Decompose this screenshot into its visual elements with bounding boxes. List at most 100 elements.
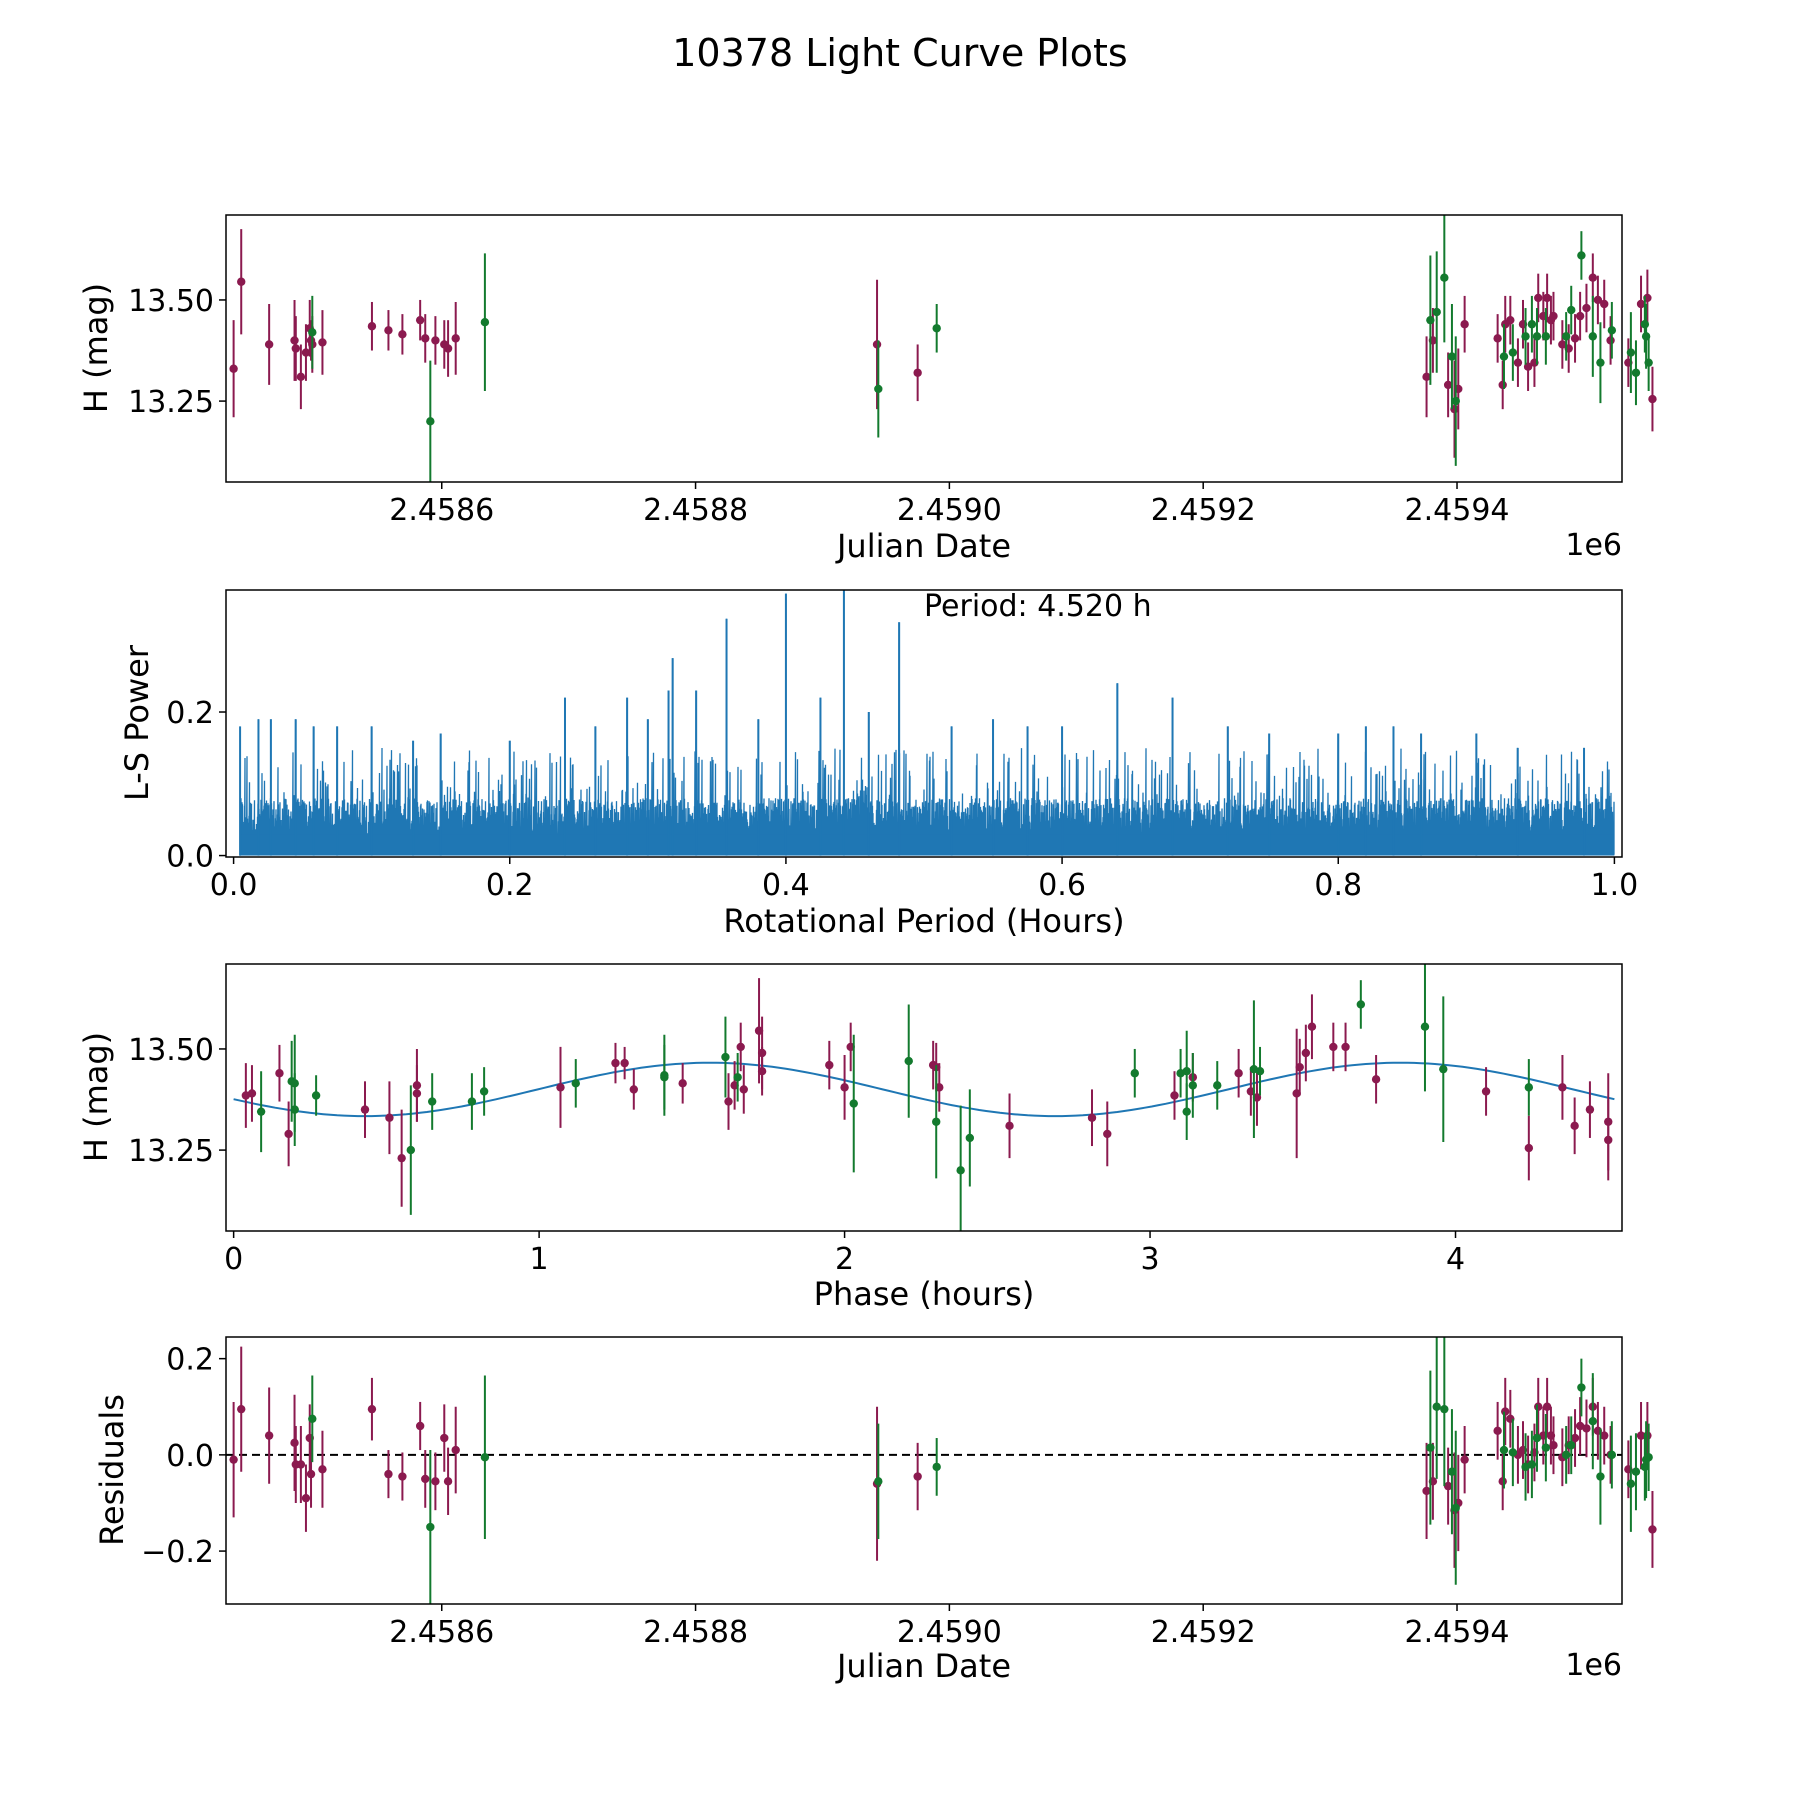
phased-point bbox=[736, 1042, 745, 1052]
phased-xtick-label: 2 bbox=[835, 1242, 854, 1277]
phased-ytick-label: 13.25 bbox=[128, 1134, 214, 1169]
lightcurve-point bbox=[384, 326, 393, 335]
phased-point bbox=[825, 1060, 834, 1070]
periodogram-ytick-label: 0.2 bbox=[166, 696, 214, 731]
phased-panel: 0 1 2 3 4 13.25 13.50 Phase (hours) H (mag) bbox=[77, 963, 1623, 1313]
phased-point bbox=[1329, 1042, 1338, 1052]
periodogram-xtick-label: 0.6 bbox=[1038, 868, 1086, 903]
lightcurve-point bbox=[1499, 352, 1509, 361]
residuals-frame bbox=[225, 1336, 1623, 1605]
lightcurve-point bbox=[1567, 305, 1576, 315]
residuals-point bbox=[1432, 1402, 1441, 1411]
phased-point bbox=[467, 1097, 477, 1106]
phased-point bbox=[724, 1097, 733, 1106]
lightcurve-point bbox=[431, 336, 440, 345]
periodogram-line bbox=[239, 589, 1615, 856]
phased-point bbox=[427, 1097, 437, 1106]
phased-point bbox=[620, 1058, 629, 1068]
residuals-point bbox=[1541, 1443, 1551, 1452]
residuals-point bbox=[932, 1462, 941, 1472]
residuals-point bbox=[451, 1445, 460, 1455]
phased-point bbox=[965, 1133, 975, 1143]
lightcurve-point bbox=[1440, 273, 1449, 282]
lightcurve-point bbox=[1588, 332, 1598, 341]
lightcurve-point bbox=[480, 318, 490, 327]
lightcurve-frame bbox=[225, 214, 1623, 483]
phased-point bbox=[1420, 1022, 1430, 1031]
phased-point bbox=[247, 1089, 257, 1098]
phased-point bbox=[284, 1129, 293, 1139]
residuals-xtick-label: 2.4592 bbox=[1151, 1615, 1256, 1650]
phased-point bbox=[1301, 1048, 1311, 1058]
lightcurve-point bbox=[1648, 394, 1657, 404]
lightcurve-point bbox=[1460, 320, 1469, 329]
residuals-point bbox=[237, 1404, 246, 1414]
residuals-ytick-label: 0.2 bbox=[166, 1343, 214, 1378]
lightcurve-point bbox=[1596, 358, 1605, 367]
lightcurve-point bbox=[1636, 299, 1646, 309]
residuals-point bbox=[1426, 1443, 1435, 1452]
phased-xtick-label: 1 bbox=[530, 1242, 549, 1277]
lightcurve-point bbox=[398, 330, 407, 339]
lightcurve-point bbox=[1534, 293, 1543, 303]
residuals-point bbox=[1527, 1460, 1537, 1469]
phased-point bbox=[840, 1083, 849, 1092]
phased-point bbox=[757, 1067, 767, 1076]
residuals-point bbox=[1600, 1431, 1609, 1440]
lightcurve-point bbox=[1626, 348, 1636, 357]
residuals-point bbox=[415, 1421, 425, 1431]
lightcurve-point bbox=[1549, 311, 1558, 321]
periodogram-panel: 0.0 0.2 0.4 0.6 0.8 1.0 0.0 0.2 Rotational Peri… bbox=[118, 589, 1638, 940]
period-annotation: Period: 4.520 h bbox=[924, 589, 1152, 624]
phased-point bbox=[1103, 1129, 1112, 1139]
phased-point bbox=[733, 1073, 742, 1082]
residuals-point bbox=[1570, 1433, 1580, 1443]
residuals-point bbox=[1588, 1416, 1598, 1426]
lightcurve-point bbox=[1513, 358, 1523, 367]
lightcurve-point bbox=[1532, 332, 1542, 341]
lightcurve-point bbox=[1422, 372, 1431, 382]
residuals-point bbox=[426, 1522, 435, 1532]
phased-point bbox=[1170, 1091, 1179, 1100]
residuals-point bbox=[229, 1455, 238, 1464]
residuals-ticks: 2.4586 2.4588 2.4590 2.4592 2.4594 −0.2 0.0 0.2 bbox=[141, 1343, 1509, 1650]
residuals-point bbox=[1596, 1472, 1605, 1481]
phased-point bbox=[1439, 1064, 1448, 1074]
periodogram-xtick-label: 0.8 bbox=[1314, 868, 1362, 903]
phased-point bbox=[1570, 1121, 1579, 1131]
residuals-point bbox=[264, 1431, 274, 1440]
lightcurve-point bbox=[415, 315, 425, 325]
lightcurve-point bbox=[229, 364, 238, 373]
phased-ylabel: H (mag) bbox=[77, 1032, 115, 1162]
lightcurve-point bbox=[1521, 332, 1530, 341]
phased-frame bbox=[225, 963, 1623, 1232]
lightcurve-panel: 2.4586 2.4588 2.4590 2.4592 2.4594 13.25 13.50… bbox=[77, 214, 1657, 565]
lightcurve-point bbox=[237, 277, 246, 286]
phased-ticks: 0 1 2 3 4 13.25 13.50 bbox=[128, 1033, 1465, 1277]
phased-marks bbox=[233, 964, 1615, 1231]
residuals-xtick-label: 2.4594 bbox=[1405, 1615, 1510, 1650]
lightcurve-point bbox=[1527, 320, 1537, 329]
residuals-point bbox=[1534, 1402, 1543, 1411]
residuals-point bbox=[296, 1460, 306, 1469]
lightcurve-point bbox=[1558, 340, 1567, 349]
lightcurve-point bbox=[1600, 299, 1609, 309]
phased-point bbox=[1005, 1121, 1014, 1131]
residuals-point bbox=[1644, 1453, 1653, 1462]
lightcurve-point bbox=[1561, 332, 1571, 341]
phased-xtick-label: 3 bbox=[1141, 1242, 1160, 1277]
residuals-point bbox=[1451, 1503, 1460, 1512]
residuals-ylabel: Residuals bbox=[93, 1394, 131, 1546]
phased-point bbox=[956, 1166, 965, 1175]
residuals-point bbox=[1447, 1467, 1457, 1476]
residuals-point bbox=[421, 1474, 430, 1484]
lightcurve-point bbox=[1447, 352, 1457, 361]
periodogram-xtick-label: 1.0 bbox=[1591, 868, 1639, 903]
phased-xtick-label: 4 bbox=[1446, 1242, 1465, 1277]
phased-point bbox=[660, 1073, 669, 1082]
residuals-point bbox=[431, 1477, 440, 1486]
lightcurve-ylabel: H (mag) bbox=[77, 283, 115, 413]
lightcurve-point bbox=[874, 384, 883, 394]
periodogram-xtick-label: 0.2 bbox=[486, 868, 534, 903]
lightcurve-point bbox=[421, 334, 430, 343]
